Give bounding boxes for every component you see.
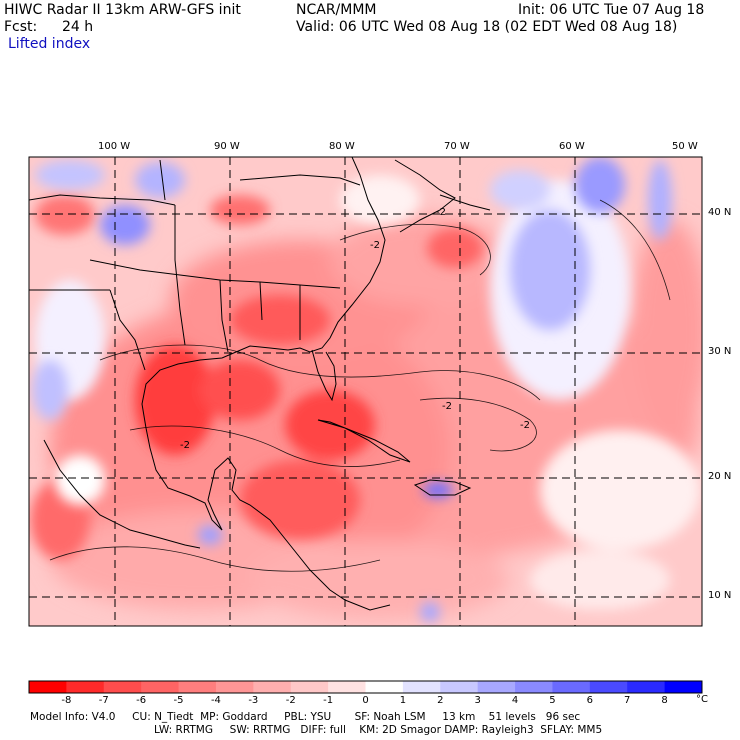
colorbar-tick-label: -8: [61, 695, 72, 706]
colorbar-unit: °C: [696, 694, 708, 705]
colorbar-tick-label: 3: [474, 695, 481, 706]
colorbar-swatch: [66, 681, 105, 693]
lat-lon-grid: [29, 157, 702, 626]
colorbar-tick-label: -5: [173, 695, 184, 706]
colorbar-swatch: [589, 681, 628, 693]
colorbar-tick-label: 2: [437, 695, 444, 706]
center-name: NCAR/MMM: [296, 2, 377, 18]
field-name: Lifted index: [8, 36, 91, 52]
colorbar-swatch: [440, 681, 479, 693]
lat-label: 10 N: [708, 590, 732, 601]
contour-label: -2: [436, 207, 446, 218]
colorbar-tick-label: -7: [98, 695, 109, 706]
colorbar-tick-label: -1: [323, 695, 334, 706]
colorbar: [28, 680, 703, 694]
colorbar-swatch: [103, 681, 142, 693]
contour-label: -2: [520, 420, 530, 431]
colorbar-swatch: [477, 681, 516, 693]
colorbar-tick-label: 5: [549, 695, 556, 706]
colorbar-tick-label: -4: [210, 695, 221, 706]
contour-label: -2: [442, 401, 452, 412]
map-field: [29, 157, 702, 626]
colorbar-swatch: [552, 681, 591, 693]
contour-label: -2: [180, 440, 190, 451]
colorbar-tick-label: 6: [586, 695, 594, 706]
colorbar-swatch: [365, 681, 404, 693]
colorbar-swatch: [141, 681, 180, 693]
lat-label: 20 N: [708, 471, 732, 482]
init-time: Init: 06 UTC Tue 07 Aug 18: [518, 2, 705, 18]
lon-label: 50 W: [672, 141, 698, 152]
colorbar-swatch: [290, 681, 329, 693]
colorbar-swatch: [253, 681, 292, 693]
lon-label: 80 W: [329, 141, 355, 152]
forecast-hour: 24 h: [62, 19, 94, 35]
map-title: HIWC Radar II 13km ARW-GFS init: [4, 2, 241, 18]
colorbar-swatch: [215, 681, 254, 693]
lat-label: 40 N: [708, 207, 732, 218]
colorbar-tick-label: 7: [624, 695, 631, 706]
valid-time: Valid: 06 UTC Wed 08 Aug 18 (02 EDT Wed …: [296, 19, 678, 35]
lon-label: 100 W: [98, 141, 131, 152]
lon-label: 70 W: [444, 141, 470, 152]
colorbar-tick-label: -6: [136, 695, 147, 706]
colorbar-swatch: [515, 681, 553, 693]
colorbar-tick-label: -3: [248, 695, 259, 706]
forecast-label: Fcst:: [4, 19, 38, 35]
colorbar-swatch: [402, 681, 441, 693]
model-info-line2: LW: RRTMG SW: RRTMG DIFF: full KM: 2D Sm…: [154, 724, 603, 736]
model-info-line1: Model Info: V4.0 CU: N_Tiedt MP: Goddard…: [30, 711, 581, 723]
colorbar-frame: [28, 680, 703, 694]
colorbar-swatch: [29, 681, 67, 693]
colorbar-swatch: [178, 681, 217, 693]
colorbar-tick-label: 8: [661, 695, 668, 706]
colorbar-swatch: [664, 681, 703, 693]
map-frame: [28, 156, 703, 627]
colorbar-tick-label: -2: [285, 695, 296, 706]
colorbar-tick-label: 4: [511, 695, 519, 706]
coastlines: [29, 157, 491, 611]
contour-label: -2: [370, 240, 380, 251]
colorbar-tick-label: 0: [362, 695, 369, 706]
lon-label: 60 W: [559, 141, 585, 152]
colorbar-swatch: [328, 681, 366, 693]
lon-label: 90 W: [214, 141, 240, 152]
lat-label: 30 N: [708, 346, 732, 357]
colorbar-tick-label: 1: [399, 695, 407, 706]
colorbar-swatch: [627, 681, 666, 693]
